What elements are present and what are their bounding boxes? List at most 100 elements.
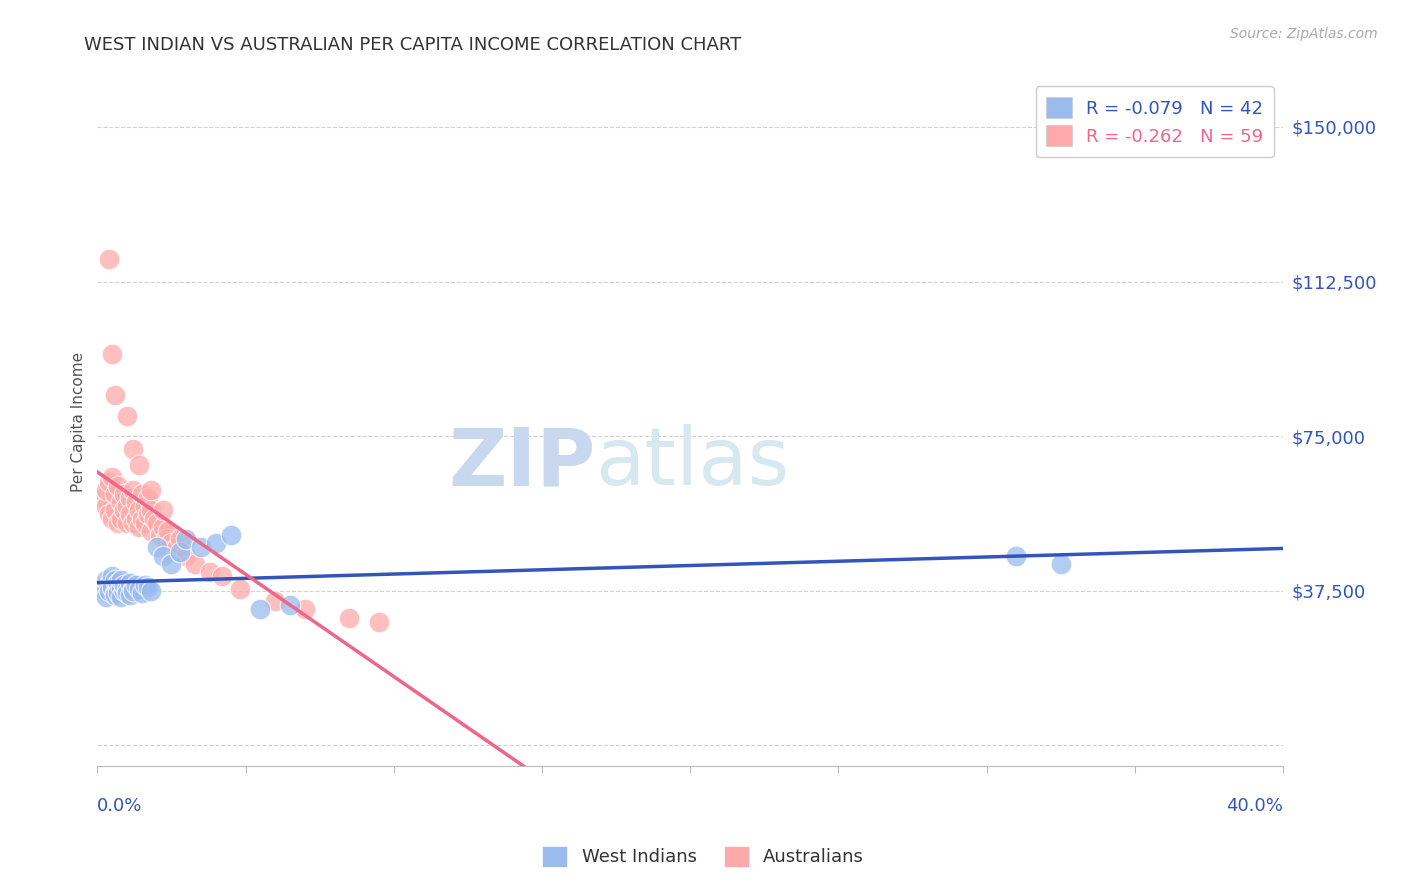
Point — [107, 516, 129, 530]
Point — [169, 544, 191, 558]
Point — [128, 520, 150, 534]
Point — [174, 533, 197, 547]
Point — [112, 487, 135, 501]
Point — [131, 511, 153, 525]
Point — [110, 590, 132, 604]
Point — [174, 549, 197, 563]
Point — [169, 533, 191, 547]
Point — [122, 582, 145, 596]
Point — [110, 580, 132, 594]
Point — [110, 495, 132, 509]
Point — [278, 598, 301, 612]
Point — [211, 569, 233, 583]
Point — [107, 582, 129, 596]
Text: ZIP: ZIP — [449, 424, 595, 502]
Point — [107, 575, 129, 590]
Point — [104, 503, 127, 517]
Point — [110, 511, 132, 525]
Point — [101, 569, 124, 583]
Point — [104, 388, 127, 402]
Point — [149, 528, 172, 542]
Point — [122, 516, 145, 530]
Text: atlas: atlas — [595, 424, 790, 502]
Point — [115, 582, 138, 596]
Point — [101, 347, 124, 361]
Point — [98, 508, 121, 522]
Point — [91, 491, 114, 505]
Point — [128, 582, 150, 596]
Point — [131, 487, 153, 501]
Point — [1049, 557, 1071, 571]
Point — [101, 470, 124, 484]
Point — [104, 487, 127, 501]
Point — [122, 442, 145, 456]
Legend: R = -0.079   N = 42, R = -0.262   N = 59: R = -0.079 N = 42, R = -0.262 N = 59 — [1036, 87, 1274, 157]
Point — [96, 500, 118, 514]
Point — [125, 495, 148, 509]
Point — [104, 574, 127, 588]
Point — [107, 586, 129, 600]
Point — [152, 520, 174, 534]
Point — [198, 565, 221, 579]
Point — [98, 252, 121, 266]
Point — [134, 577, 156, 591]
Point — [98, 475, 121, 489]
Point — [115, 500, 138, 514]
Point — [125, 511, 148, 525]
Text: 0.0%: 0.0% — [97, 797, 143, 814]
Point — [112, 503, 135, 517]
Point — [1005, 549, 1028, 563]
Point — [98, 577, 121, 591]
Point — [112, 577, 135, 591]
Point — [157, 524, 180, 538]
Point — [337, 610, 360, 624]
Point — [136, 508, 159, 522]
Point — [139, 583, 162, 598]
Point — [160, 557, 183, 571]
Point — [118, 588, 141, 602]
Point — [249, 602, 271, 616]
Point — [152, 549, 174, 563]
Point — [264, 594, 287, 608]
Point — [139, 524, 162, 538]
Point — [110, 574, 132, 588]
Point — [134, 516, 156, 530]
Text: Source: ZipAtlas.com: Source: ZipAtlas.com — [1230, 27, 1378, 41]
Point — [128, 458, 150, 472]
Point — [96, 590, 118, 604]
Point — [152, 503, 174, 517]
Point — [91, 582, 114, 596]
Point — [98, 583, 121, 598]
Text: 40.0%: 40.0% — [1226, 797, 1284, 814]
Point — [104, 586, 127, 600]
Text: WEST INDIAN VS AUSTRALIAN PER CAPITA INCOME CORRELATION CHART: WEST INDIAN VS AUSTRALIAN PER CAPITA INC… — [84, 36, 741, 54]
Point — [139, 503, 162, 517]
Point — [136, 491, 159, 505]
Point — [112, 583, 135, 598]
Point — [205, 536, 228, 550]
Point — [145, 541, 167, 555]
Point — [104, 588, 127, 602]
Point — [118, 508, 141, 522]
Point — [136, 580, 159, 594]
Point — [115, 516, 138, 530]
Point — [294, 602, 316, 616]
Point — [96, 483, 118, 497]
Point — [190, 541, 212, 555]
Point — [128, 503, 150, 517]
Point — [118, 491, 141, 505]
Point — [155, 533, 177, 547]
Legend: West Indians, Australians: West Indians, Australians — [534, 838, 872, 874]
Point — [368, 615, 391, 629]
Point — [145, 516, 167, 530]
Point — [228, 582, 250, 596]
Point — [122, 483, 145, 497]
Point — [160, 536, 183, 550]
Point — [139, 483, 162, 497]
Point — [122, 583, 145, 598]
Point — [115, 409, 138, 423]
Point — [118, 575, 141, 590]
Point — [142, 511, 165, 525]
Point — [166, 541, 188, 555]
Point — [115, 586, 138, 600]
